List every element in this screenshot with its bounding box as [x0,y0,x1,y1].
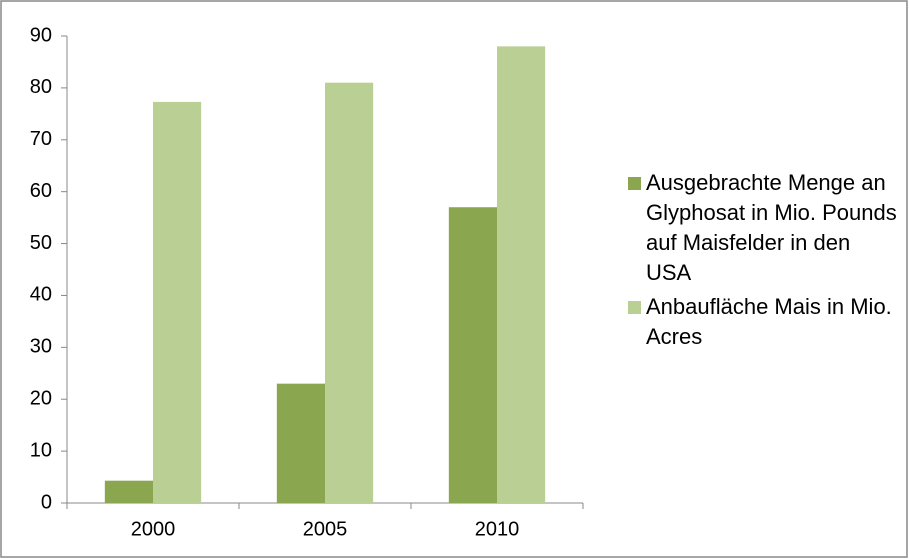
y-tick-label: 0 [41,491,52,513]
y-tick-label: 30 [30,336,52,358]
legend: Ausgebrachte Menge an Glyphosat in Mio. … [628,168,898,356]
y-tick-label: 60 [30,180,52,202]
y-tick-label: 20 [30,388,52,410]
legend-entry: Ausgebrachte Menge an Glyphosat in Mio. … [628,168,898,288]
y-tick-label: 10 [30,439,52,461]
y-tick-label: 50 [30,232,52,254]
legend-label: Ausgebrachte Menge an Glyphosat in Mio. … [646,170,897,285]
y-tick-label: 80 [30,76,52,98]
bar [276,383,325,503]
x-tick-label: 2010 [475,518,520,540]
bar [497,46,546,503]
legend-label: Anbaufläche Mais in Mio. Acres [646,294,892,349]
legend-swatch [628,301,641,314]
y-tick-label: 70 [30,128,52,150]
bar [104,480,153,503]
x-tick-label: 2005 [303,518,348,540]
y-tick-label: 90 [30,24,52,46]
bar [325,82,374,503]
legend-swatch [628,177,641,190]
y-tick-label: 40 [30,284,52,306]
bar [153,101,202,503]
legend-entry: Anbaufläche Mais in Mio. Acres [628,292,898,352]
x-tick-label: 2000 [131,518,176,540]
bar [448,207,497,503]
